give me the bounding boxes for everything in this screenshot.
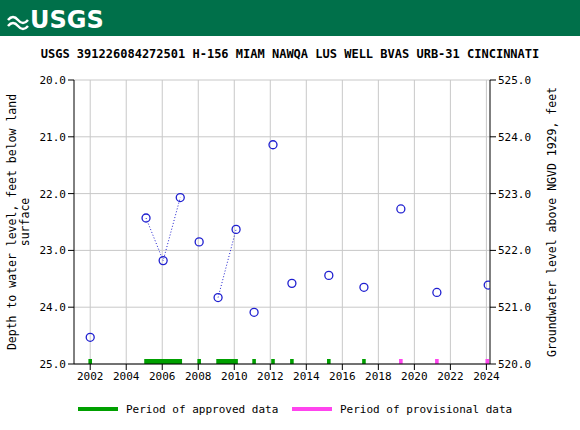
svg-text:520.0: 520.0: [498, 358, 531, 371]
svg-text:2010: 2010: [221, 370, 248, 383]
svg-text:2024: 2024: [473, 370, 500, 383]
svg-text:USGS: USGS: [30, 6, 104, 34]
svg-text:Depth to water level, feet bel: Depth to water level, feet below land: [8, 94, 19, 350]
svg-text:524.0: 524.0: [498, 131, 531, 144]
svg-text:2008: 2008: [185, 370, 212, 383]
svg-text:2022: 2022: [437, 370, 464, 383]
svg-text:USGS 391226084272501 H-156 MIA: USGS 391226084272501 H-156 MIAM NAWQA LU…: [41, 47, 540, 61]
svg-text:521.0: 521.0: [498, 301, 531, 314]
svg-text:25.0: 25.0: [40, 358, 67, 371]
svg-text:2002: 2002: [77, 370, 104, 383]
svg-text:2018: 2018: [365, 370, 392, 383]
svg-text:21.0: 21.0: [40, 131, 67, 144]
svg-text:2012: 2012: [257, 370, 284, 383]
svg-text:Groundwater level above NGVD 1: Groundwater level above NGVD 1929, feet: [545, 87, 559, 357]
svg-text:22.0: 22.0: [40, 188, 67, 201]
svg-text:2014: 2014: [293, 370, 320, 383]
svg-text:surface: surface: [18, 198, 32, 247]
svg-text:2006: 2006: [149, 370, 176, 383]
svg-text:Period of approved data: Period of approved data: [126, 403, 278, 416]
svg-text:2004: 2004: [113, 370, 140, 383]
svg-text:24.0: 24.0: [40, 301, 67, 314]
svg-text:2016: 2016: [329, 370, 356, 383]
svg-text:523.0: 523.0: [498, 188, 531, 201]
svg-text:23.0: 23.0: [40, 244, 67, 257]
svg-text:2020: 2020: [401, 370, 428, 383]
svg-text:522.0: 522.0: [498, 244, 531, 257]
svg-text:Period of provisional data: Period of provisional data: [340, 403, 512, 416]
svg-text:525.0: 525.0: [498, 74, 531, 87]
svg-text:20.0: 20.0: [40, 74, 67, 87]
